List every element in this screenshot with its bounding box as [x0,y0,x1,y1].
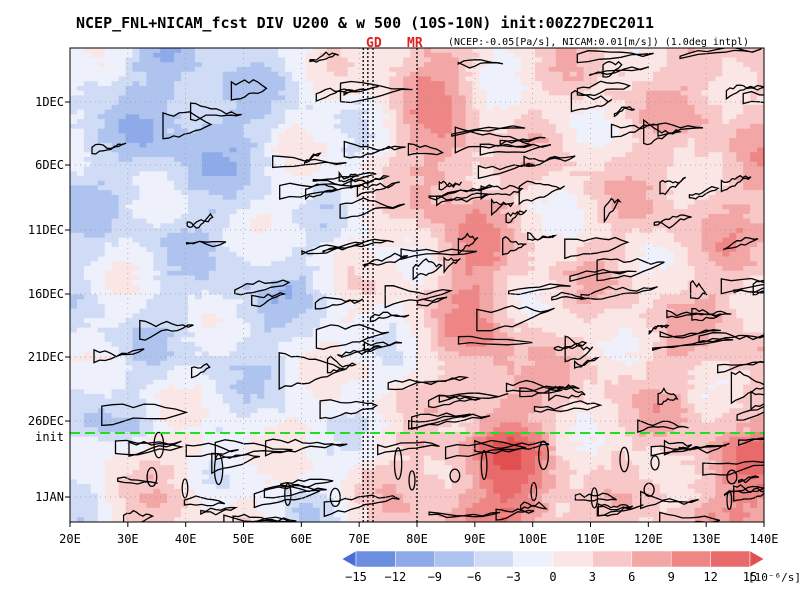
x-axis: 20E 30E 40E 50E 60E 70E 80E 90E 100E 110E 120E 130E… [59,522,778,546]
y-tick-label: 1DEC [35,95,64,109]
colorbar-swatch [395,550,436,568]
colorbar-tick-label: −15 [345,570,367,584]
colorbar-tick-label: 3 [589,570,596,584]
colorbar-tick-label: −9 [428,570,442,584]
colorbar-swatch [473,550,514,568]
x-tick-label: 140E [750,532,779,546]
divergence-field [70,48,764,522]
y-tick-label: 16DEC [28,287,64,301]
colorbar-tick-label: 6 [628,570,635,584]
x-tick-label: 130E [692,532,721,546]
colorbar-tick-label: −12 [385,570,407,584]
omega-contours [91,48,764,522]
x-tick-label: 120E [634,532,663,546]
y-tick-label: 6DEC [35,158,64,172]
x-tick-label: 90E [464,532,486,546]
marker-label-mr: MR [407,36,423,51]
x-tick-label: 30E [117,532,139,546]
colorbar-min-arrow [341,550,357,568]
x-tick-label: 40E [175,532,197,546]
colorbar-swatch [355,550,396,568]
chart-subtitle: (NCEP:-0.05[Pa/s], NICAM:0.01[m/s]) (1.0… [448,37,749,48]
y-tick-label: 26DEC [28,414,64,428]
marker-label-gd: GD [366,36,382,51]
x-tick-label: 60E [290,532,312,546]
x-tick-label: 80E [406,532,428,546]
y-axis: 1DEC 6DEC 11DEC 16DEC 21DEC 26DEC init 1JAN [28,95,70,504]
x-tick-label: 50E [233,532,255,546]
colorbar-swatch [710,550,751,568]
y-tick-label: 11DEC [28,223,64,237]
grid-lines [70,48,764,522]
colorbar-swatch [434,550,475,568]
marker-lines [362,48,418,522]
colorbar-tick-label: −3 [506,570,520,584]
y-tick-label: 21DEC [28,350,64,364]
colorbar: −15 −12 −9 −6 −3 0 3 6 9 12 15[10⁻⁶/s] [341,550,800,584]
colorbar-tick-label: 9 [668,570,675,584]
colorbar-swatch [513,550,554,568]
colorbar-tick-label: 12 [703,570,717,584]
colorbar-swatch [631,550,672,568]
x-tick-label: 70E [348,532,370,546]
init-label: init [35,430,64,444]
y-tick-label: 1JAN [35,490,64,504]
colorbar-swatch [552,550,593,568]
x-tick-label: 20E [59,532,81,546]
x-tick-label: 100E [518,532,547,546]
colorbar-swatch [592,550,633,568]
colorbar-swatch [670,550,711,568]
colorbar-max-arrow [749,550,765,568]
x-tick-label: 110E [576,532,605,546]
colorbar-tick-label: 0 [549,570,556,584]
colorbar-tick-label: −6 [467,570,481,584]
colorbar-unit: [10⁻⁶/s] [748,571,800,584]
chart-title: NCEP_FNL+NICAM_fcst DIV U200 & w 500 (10… [76,14,654,32]
colorbar-tick-label: 15 [743,570,757,584]
